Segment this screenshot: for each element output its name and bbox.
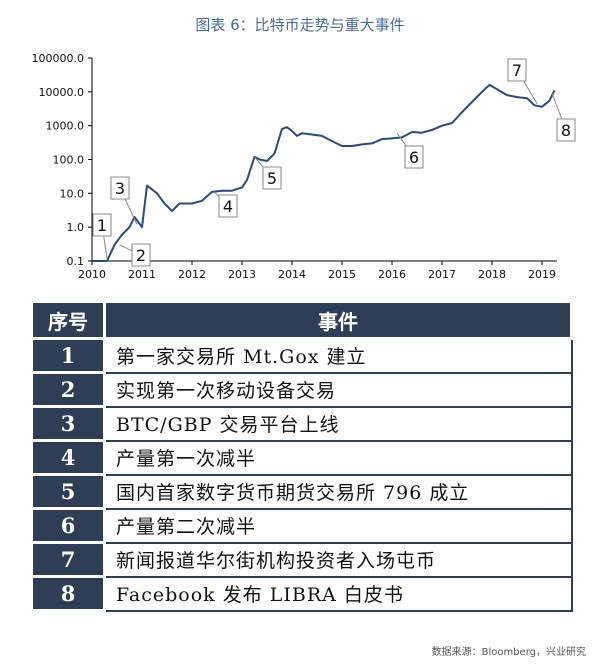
callout-label: 3 [115, 179, 125, 198]
row-no: 1 [30, 337, 106, 374]
table-row: 1 第一家交易所 Mt.Gox 建立 [30, 337, 573, 374]
callout-label: 1 [97, 216, 107, 235]
source-note: 数据来源：Bloomberg，兴业研究 [431, 647, 586, 658]
chart-axes [91, 58, 557, 262]
events-table: 序号 事件 1 第一家交易所 Mt.Gox 建立 2 实现第一次移动设备交易 3 BT… [30, 300, 573, 612]
table-row: 7 新闻报道华尔街机构投资者入场屯币 [30, 541, 573, 578]
callout-label: 2 [136, 246, 146, 265]
callout-box [131, 243, 151, 267]
callout-box [110, 176, 130, 200]
row-no: 4 [30, 439, 106, 476]
row-event: 产量第二次减半 [103, 507, 573, 544]
chart-ticks: 0.1 1.0 10.0 100.0 1000.0 10000.0 100000.0 2010… [32, 52, 557, 281]
price-line [92, 83, 556, 262]
y-tick-label: 0.1 [67, 255, 85, 268]
x-tick-label: 2015 [328, 268, 356, 281]
row-no: 2 [30, 371, 106, 408]
event-callout-4: 4 [214, 191, 238, 218]
row-no: 6 [30, 507, 106, 544]
chart-title: 图表 6：比特币走势与重大事件 [195, 16, 405, 34]
x-tick-label: 2013 [228, 268, 256, 281]
event-callout-1: 1 [92, 213, 112, 259]
x-tick-label: 2014 [278, 268, 306, 281]
row-event: 第一家交易所 Mt.Gox 建立 [103, 337, 573, 374]
y-tick-label: 10000.0 [39, 86, 85, 99]
row-no: 3 [30, 405, 106, 442]
row-event: 实现第一次移动设备交易 [103, 371, 573, 408]
x-tick-label: 2017 [428, 268, 456, 281]
price-chart: 0.1 1.0 10.0 100.0 1000.0 10000.0 100000.0 2010… [32, 52, 576, 281]
chart-series [92, 83, 556, 262]
table-row: 8 Facebook 发布 LIBRA 白皮书 [30, 575, 573, 612]
event-callout-5: 5 [254, 156, 282, 190]
y-tick-label: 10.0 [60, 187, 85, 200]
y-tick-label: 1000.0 [46, 120, 85, 133]
x-tick-label: 2016 [378, 268, 406, 281]
table-row: 3 BTC/GBP 交易平台上线 [30, 405, 573, 442]
chart-callouts: 1 2 3 4 5 6 7 8 [92, 58, 576, 267]
callout-box [404, 145, 424, 169]
x-tick-label: 2018 [478, 268, 506, 281]
callout-label: 7 [512, 61, 522, 80]
y-tick-label: 100.0 [53, 154, 85, 167]
callout-box [92, 213, 112, 237]
table-row: 2 实现第一次移动设备交易 [30, 371, 573, 408]
row-event: 新闻报道华尔街机构投资者入场屯币 [103, 541, 573, 578]
table-header-row: 序号 事件 [30, 300, 573, 340]
callout-label: 4 [223, 197, 233, 216]
table-row: 4 产量第一次减半 [30, 439, 573, 476]
x-tick-label: 2010 [78, 268, 106, 281]
callout-box [507, 58, 527, 82]
y-tick-label: 1.0 [67, 221, 85, 234]
callout-label: 5 [267, 169, 277, 188]
event-callout-8: 8 [551, 93, 576, 142]
event-callout-3: 3 [110, 176, 138, 225]
callout-label: 8 [561, 121, 571, 140]
callout-label: 6 [409, 148, 419, 167]
row-no: 8 [30, 575, 106, 612]
event-callout-6: 6 [396, 132, 424, 169]
header-no: 序号 [30, 300, 106, 340]
table-row: 6 产量第二次减半 [30, 507, 573, 544]
callout-box [218, 194, 238, 218]
table-row: 5 国内首家数字货币期货交易所 796 成立 [30, 473, 573, 510]
event-callout-7: 7 [507, 58, 538, 104]
row-no: 7 [30, 541, 106, 578]
row-event: 产量第一次减半 [103, 439, 573, 476]
header-event: 事件 [103, 300, 573, 340]
x-tick-label: 2019 [528, 268, 556, 281]
callout-box [556, 118, 576, 142]
x-tick-label: 2011 [128, 268, 156, 281]
row-event: BTC/GBP 交易平台上线 [103, 405, 573, 442]
row-event: 国内首家数字货币期货交易所 796 成立 [103, 473, 573, 510]
y-tick-label: 100000.0 [32, 52, 85, 65]
callout-box [262, 166, 282, 190]
event-callout-2: 2 [119, 243, 151, 267]
x-tick-label: 2012 [178, 268, 206, 281]
row-no: 5 [30, 473, 106, 510]
row-event: Facebook 发布 LIBRA 白皮书 [103, 575, 573, 612]
